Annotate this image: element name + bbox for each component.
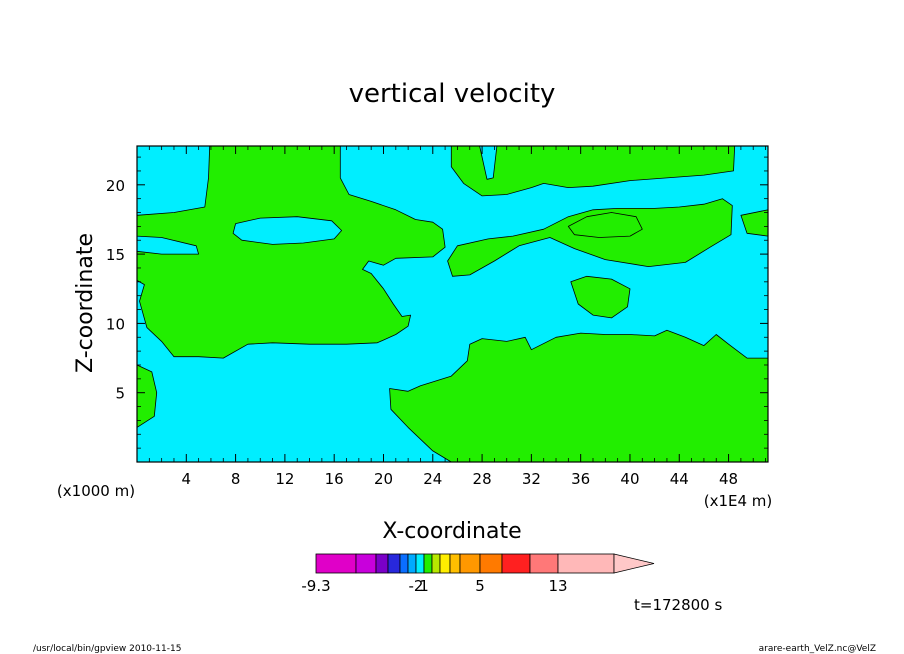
colorbar: -9.3 -21 5 13 [301,553,655,595]
colorbar-cell [375,553,389,574]
x-axis-unit: (x1E4 m) [704,492,773,510]
contour-region-6 [450,145,736,197]
contour-regions [136,145,769,463]
time-label: t=172800 s [634,596,722,614]
colorbar-cell [479,553,503,574]
colorbar-tick-labels: -9.3 -21 5 13 [301,577,567,595]
colorbar-cell [407,553,417,574]
colorbar-cell [529,553,559,574]
contour-region-1 [136,145,446,359]
x-tick-label: 36 [571,470,590,488]
y-tick-label: 5 [115,385,125,403]
footer-right: arare-earth_VelZ.nc@VelZ [759,644,876,654]
colorbar-cell [459,553,481,574]
x-tick-label: 12 [275,470,294,488]
colorbar-tick-label: 1 [419,577,429,595]
colorbar-cell [423,553,433,574]
colorbar-cell [315,553,357,574]
colorbar-tick-label: 13 [548,577,567,595]
colorbar-cell [355,553,377,574]
colorbar-cell [387,553,401,574]
x-tick-label: 20 [374,470,393,488]
colorbar-cell [415,553,425,574]
x-tick-label: 16 [325,470,344,488]
colorbar-cell [557,553,615,574]
y-axis-label: Z-coordinate [73,233,98,373]
colorbar-cell [449,553,461,574]
contour-region-2 [232,216,342,245]
x-tick-label: 28 [473,470,492,488]
chart-title: vertical velocity [349,79,556,109]
y-tick-label: 20 [106,177,125,195]
y-tick-label: 10 [106,315,125,333]
x-tick-label: 32 [522,470,541,488]
contour-region-5 [447,198,733,277]
contour-region-10 [567,212,643,238]
footer-left: /usr/local/bin/gpview 2010-11-15 [33,644,181,654]
contour-region-9 [570,275,631,319]
x-tick-label: 8 [231,470,241,488]
colorbar-cells [315,553,655,574]
colorbar-arrow [613,553,655,574]
colorbar-cell [501,553,531,574]
x-tick-label: 40 [620,470,639,488]
colorbar-tick-label: -9.3 [301,577,330,595]
x-tick-label: 24 [423,470,442,488]
y-tick-label: 15 [106,246,125,264]
colorbar-cell [399,553,409,574]
colorbar-tick-label: 5 [475,577,485,595]
x-axis: 4 8 12 16 20 24 28 32 36 40 44 48 [148,146,766,488]
colorbar-tick-label: -2 [409,577,424,595]
x-tick-label: 44 [670,470,689,488]
colorbar-cell [439,553,451,574]
y-axis-unit: (x1000 m) [57,482,135,500]
plot-frame [136,145,769,463]
colorbar-cell [431,553,441,574]
y-axis: 5 10 15 20 [106,156,768,449]
x-tick-label: 4 [182,470,192,488]
x-axis-label: X-coordinate [382,519,521,544]
x-tick-label: 48 [719,470,738,488]
